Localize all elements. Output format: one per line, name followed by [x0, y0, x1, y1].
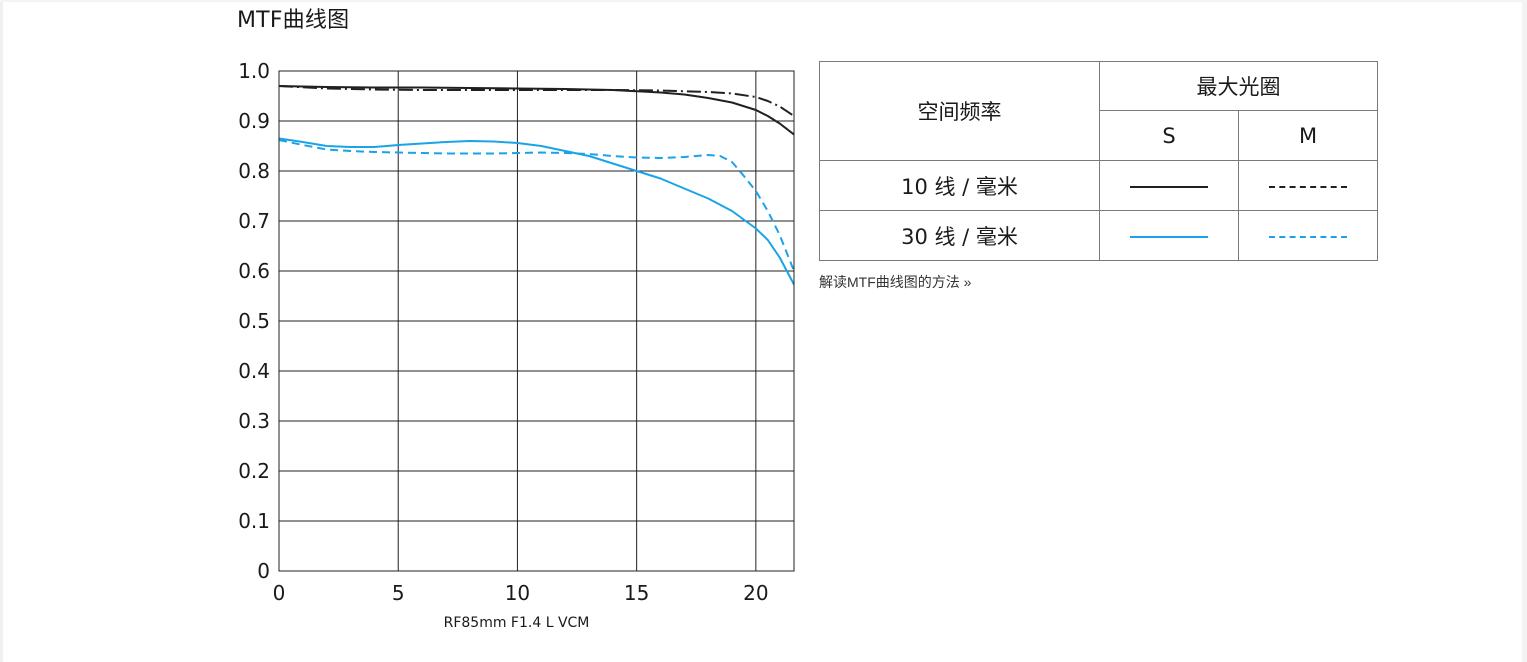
y-tick-label: 0.4 — [238, 359, 270, 383]
plot-frame — [278, 70, 795, 572]
swatch-30-meridional — [1269, 235, 1347, 238]
y-tick-label: 0.2 — [238, 459, 270, 483]
chart-series — [278, 85, 795, 285]
max-aperture-header: 最大光圈 — [1099, 61, 1378, 111]
y-tick-label: 0.1 — [238, 509, 270, 533]
chart-ticks: 1.0 0.9 0.8 0.7 0.6 0.5 0.4 0.3 0.2 0.1 00 5 10 15 20 — [238, 59, 768, 605]
page-edge-left — [0, 0, 3, 662]
y-tick-label: 0.8 — [238, 159, 270, 183]
x-tick-label: 5 — [392, 581, 405, 605]
series-line-30-s — [278, 137, 795, 285]
y-tick-label: 0.5 — [238, 309, 270, 333]
page-edge-right — [1522, 0, 1527, 662]
swatch-30-sagittal — [1130, 235, 1208, 238]
y-tick-label: 0.9 — [238, 109, 270, 133]
legend-swatch-10-s — [1099, 160, 1239, 211]
sagittal-header: S — [1099, 110, 1239, 161]
series-line-10-s — [278, 85, 795, 136]
swatch-10-meridional — [1269, 185, 1347, 188]
legend-swatch-10-m — [1238, 160, 1378, 211]
meridional-header: M — [1238, 110, 1378, 161]
x-tick-label: 15 — [624, 581, 649, 605]
legend-row-label-10: 10 线 / 毫米 — [819, 160, 1100, 211]
legend-swatch-30-m — [1238, 210, 1378, 261]
y-tick-label: 0.7 — [238, 209, 270, 233]
series-line-30-m — [278, 139, 795, 272]
series-line-10-m — [278, 85, 795, 117]
spatial-frequency-header: 空间频率 — [819, 61, 1100, 161]
section-title: MTF曲线图 — [237, 8, 350, 33]
y-tick-label: 0.3 — [238, 409, 270, 433]
y-tick-label: 1.0 — [238, 59, 270, 83]
x-tick-label: 20 — [743, 581, 768, 605]
y-tick-label: 0.6 — [238, 259, 270, 283]
swatch-10-sagittal — [1130, 185, 1208, 188]
mtf-chart: 1.00.90.80.70.60.50.40.30.20.100 5 10 15 20 … — [238, 59, 795, 631]
chart-caption: RF85mm F1.4 L VCM — [444, 615, 590, 631]
y-tick-label: 0 — [257, 559, 270, 583]
x-tick-label: 0 — [273, 581, 286, 605]
legend-row-label-30: 30 线 / 毫米 — [819, 210, 1100, 261]
legend-swatch-30-s — [1099, 210, 1239, 261]
x-tick-label: 10 — [505, 581, 530, 605]
legend-table: 空间频率 最大光圈 S M 10 线 / 毫米 30 线 / 毫米 — [819, 61, 1378, 261]
page-edge-top — [0, 0, 1527, 2]
mtf-help-link[interactable]: 解读MTF曲线图的方法 » — [819, 274, 972, 290]
